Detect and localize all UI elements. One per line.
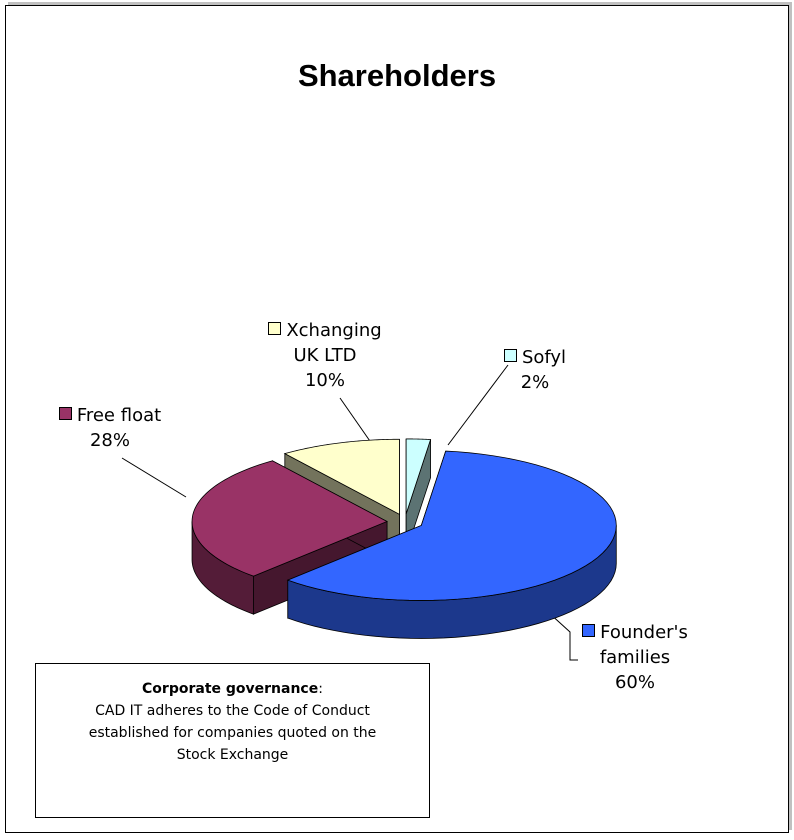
slice	[405, 438, 432, 515]
slice	[191, 460, 388, 577]
note-heading: Corporate governance	[142, 681, 319, 697]
slice	[286, 450, 617, 601]
note-punct: :	[318, 681, 323, 697]
value-label: 10%	[304, 370, 345, 391]
legend-swatch	[268, 322, 282, 335]
category-label: Free float	[76, 405, 162, 426]
leader-line	[447, 364, 509, 446]
data-label: Xchanging UK LTD 10%	[255, 318, 395, 393]
frame	[5, 5, 789, 833]
category-label: Founder's families	[599, 622, 688, 668]
note-text: CAD IT adheres to the Code of Conduct es…	[88, 703, 377, 763]
data-label: Sofyl 2%	[490, 345, 580, 395]
legend-swatch	[58, 407, 72, 420]
value-label: 60%	[614, 672, 655, 693]
chart-title: Shareholders	[297, 58, 497, 93]
leader-line	[547, 611, 578, 661]
category-label: Xchanging UK LTD	[286, 320, 382, 366]
data-label: Founder's families 60%	[565, 620, 705, 695]
category-label: Sofyl	[521, 347, 567, 368]
legend-swatch	[503, 349, 517, 362]
slice	[283, 438, 400, 515]
leader-lines	[121, 364, 578, 661]
value-label: 2%	[520, 372, 550, 393]
legend-swatch	[582, 624, 596, 637]
value-label: 28%	[89, 430, 130, 451]
note-box: Corporate governance: CAD IT adheres to t…	[35, 663, 430, 818]
leader-line	[121, 457, 187, 498]
leader-line	[339, 397, 373, 445]
data-label: Free float 28%	[40, 403, 180, 453]
